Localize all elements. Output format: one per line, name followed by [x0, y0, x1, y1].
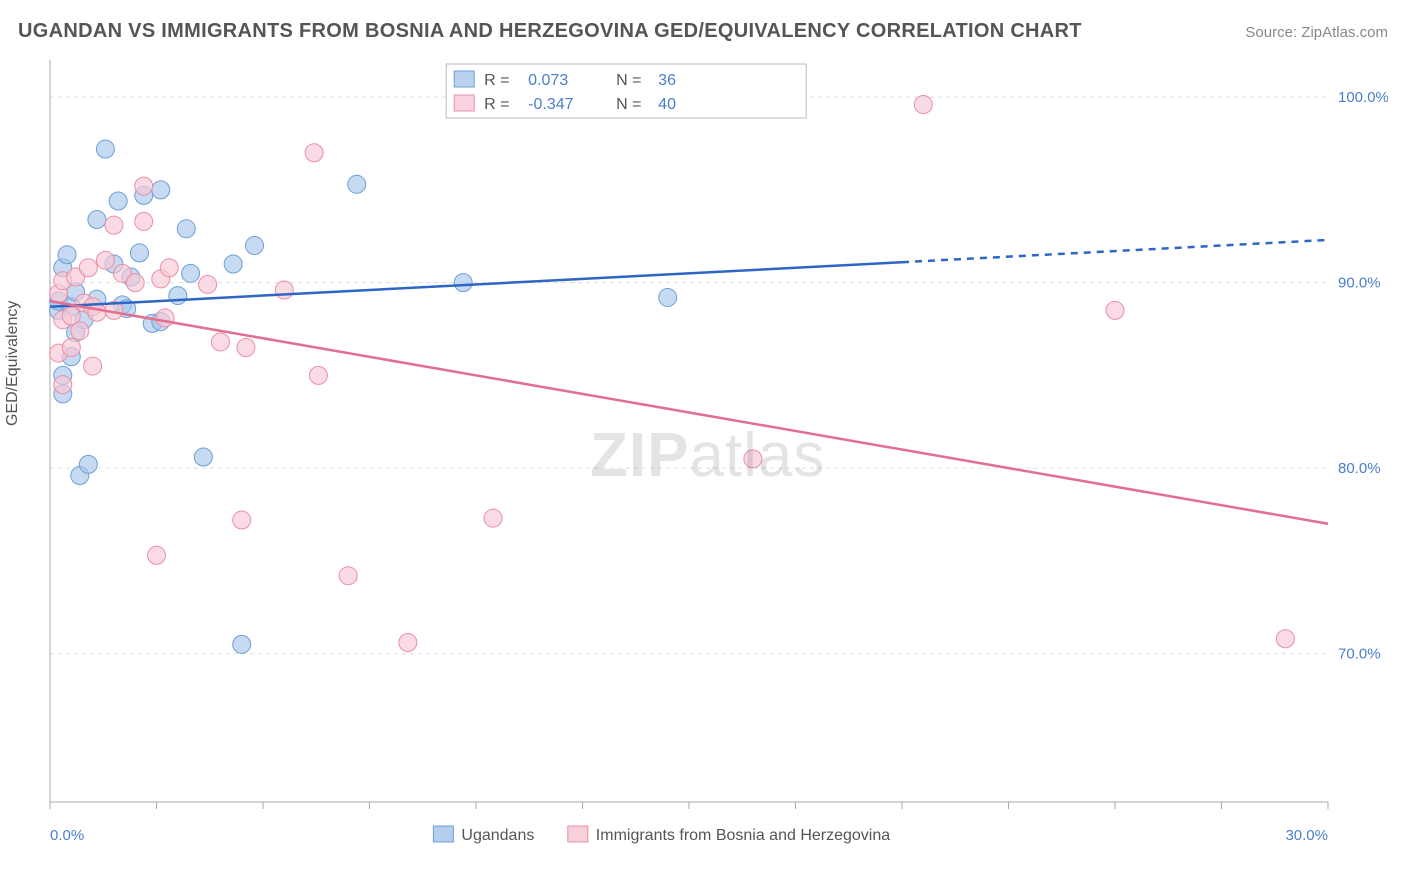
y-tick-label: 100.0%	[1338, 89, 1388, 106]
legend-swatch	[454, 71, 474, 87]
data-point	[224, 255, 242, 273]
data-point	[211, 333, 229, 351]
stats-legend: R = 0.073 N = 36 R = -0.347 N = 40	[446, 64, 806, 118]
data-point	[177, 220, 195, 238]
scatter-chart: 70.0% 80.0% 90.0% 100.0% 0.0% 30.0% R = 0.073 N…	[48, 58, 1388, 892]
series-legend: Ugandans Immigrants from Bosnia and Herze…	[433, 826, 890, 844]
data-point	[194, 448, 212, 466]
data-point	[454, 274, 472, 292]
data-point	[169, 287, 187, 305]
data-point	[914, 96, 932, 114]
x-tick-label: 0.0%	[50, 827, 84, 844]
data-point	[309, 366, 327, 384]
legend-n-label: N =	[616, 96, 641, 113]
legend-swatch	[568, 826, 588, 842]
data-point	[305, 144, 323, 162]
data-point	[339, 567, 357, 585]
data-point	[199, 275, 217, 293]
data-point	[1276, 630, 1294, 648]
data-point	[156, 309, 174, 327]
y-tick-label: 80.0%	[1338, 460, 1381, 477]
legend-r-label: R =	[484, 72, 509, 89]
data-point	[160, 259, 178, 277]
data-point	[109, 192, 127, 210]
data-point	[88, 303, 106, 321]
data-point	[71, 322, 89, 340]
data-point	[245, 237, 263, 255]
data-point	[237, 339, 255, 357]
data-point	[105, 216, 123, 234]
data-point	[135, 212, 153, 230]
source-attribution: Source: ZipAtlas.com	[1245, 24, 1388, 41]
data-point	[79, 455, 97, 473]
y-axis-title: GED/Equivalency	[4, 301, 22, 426]
data-point	[96, 140, 114, 158]
data-point	[348, 175, 366, 193]
y-tick-label: 70.0%	[1338, 646, 1381, 663]
data-point	[148, 546, 166, 564]
legend-swatch	[433, 826, 453, 842]
data-point	[54, 376, 72, 394]
data-point	[58, 246, 76, 264]
data-point	[79, 259, 97, 277]
data-point	[152, 181, 170, 199]
source-label: Source:	[1245, 24, 1297, 41]
legend-n-value: 40	[658, 96, 676, 113]
data-point	[659, 288, 677, 306]
data-point	[399, 633, 417, 651]
data-point	[275, 281, 293, 299]
data-point	[484, 509, 502, 527]
chart-title: UGANDAN VS IMMIGRANTS FROM BOSNIA AND HE…	[18, 20, 1082, 43]
data-point	[233, 511, 251, 529]
data-point	[96, 251, 114, 269]
data-point	[233, 635, 251, 653]
legend-series-name: Ugandans	[461, 827, 534, 844]
legend-swatch	[454, 95, 474, 111]
data-point	[84, 357, 102, 375]
data-point	[126, 274, 144, 292]
data-point	[1106, 301, 1124, 319]
data-point	[88, 211, 106, 229]
legend-n-label: N =	[616, 72, 641, 89]
header-row: UGANDAN VS IMMIGRANTS FROM BOSNIA AND HE…	[18, 20, 1388, 43]
legend-r-value: 0.073	[528, 72, 568, 89]
data-point	[135, 177, 153, 195]
source-link[interactable]: ZipAtlas.com	[1301, 24, 1388, 41]
legend-r-value: -0.347	[528, 96, 573, 113]
legend-r-label: R =	[484, 96, 509, 113]
data-point	[130, 244, 148, 262]
legend-series-name: Immigrants from Bosnia and Herzegovina	[596, 827, 890, 844]
data-point	[62, 339, 80, 357]
data-point	[744, 450, 762, 468]
x-tick-label: 30.0%	[1285, 827, 1328, 844]
legend-n-value: 36	[658, 72, 676, 89]
y-tick-label: 90.0%	[1338, 275, 1381, 292]
data-point	[182, 264, 200, 282]
